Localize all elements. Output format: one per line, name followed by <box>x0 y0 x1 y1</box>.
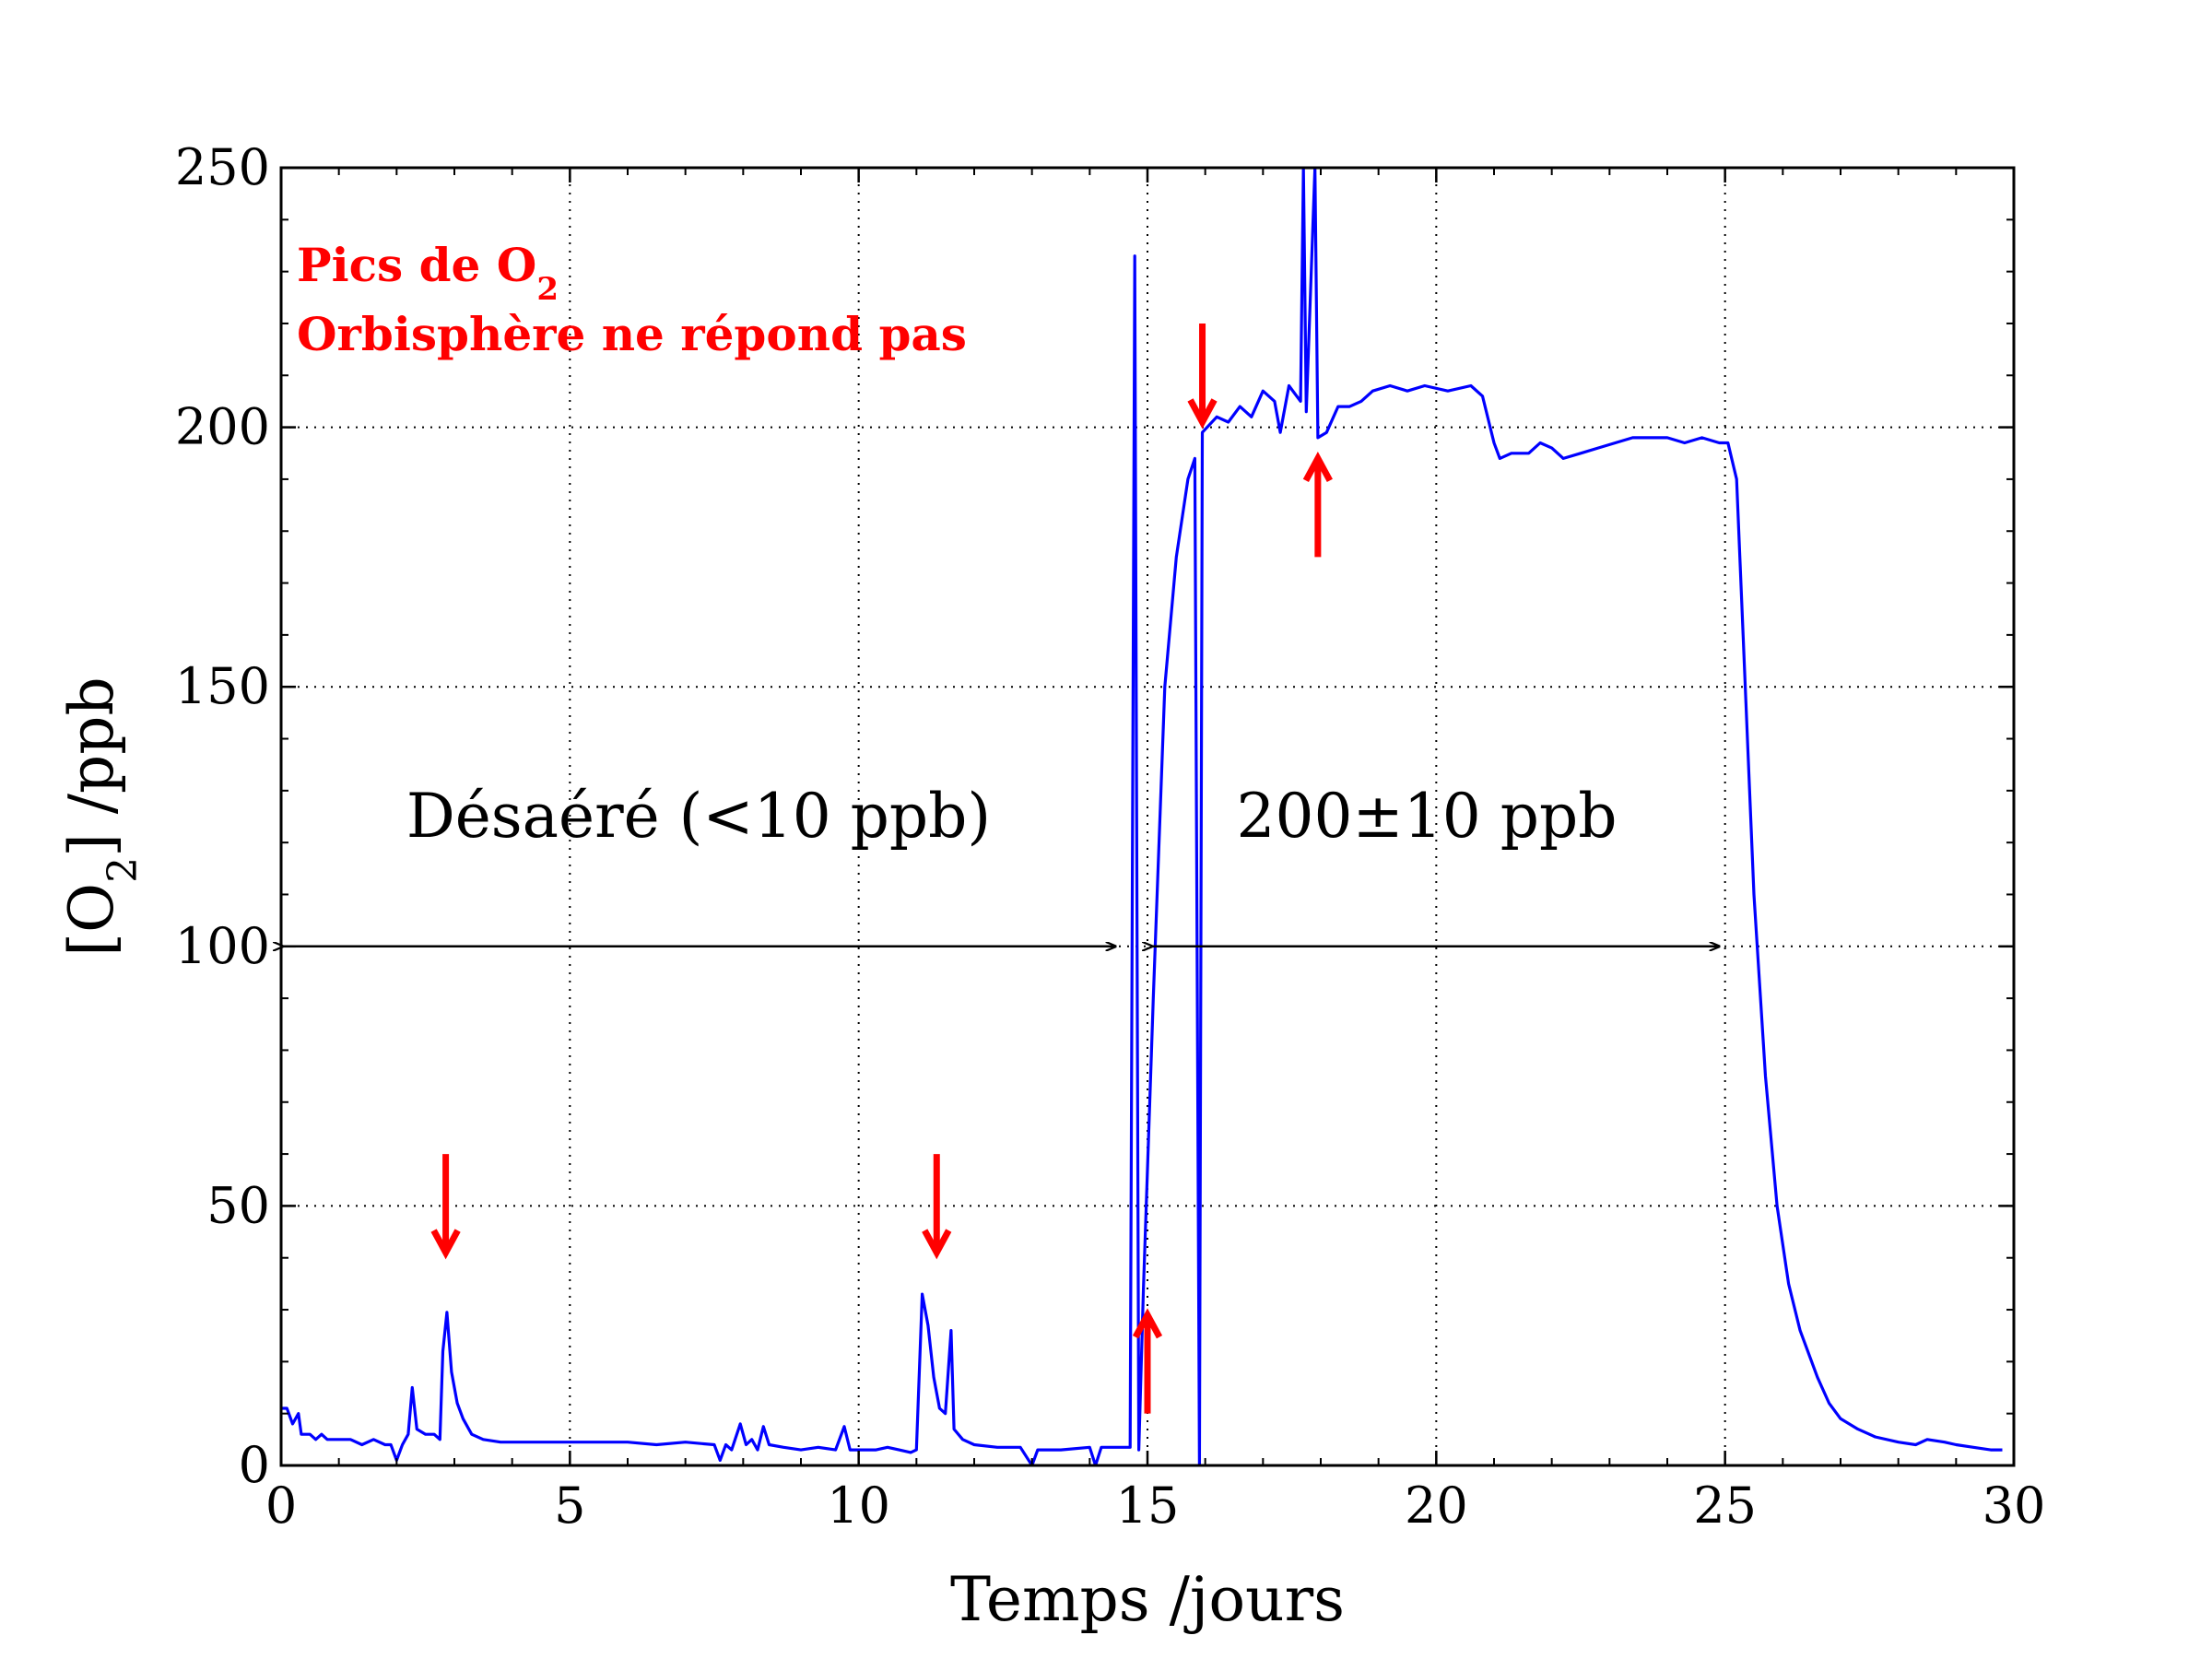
red-arrow <box>430 1154 461 1260</box>
y-tick-label: 150 <box>175 657 270 715</box>
red-arrow-head <box>430 1229 461 1260</box>
x-tick-label: 0 <box>265 1477 297 1535</box>
grid-lines <box>281 168 2014 1465</box>
y-tick-label: 250 <box>175 138 270 196</box>
x-axis-label: Temps /jours <box>950 1564 1345 1635</box>
red-arrow <box>1302 452 1333 558</box>
y-tick-label: 50 <box>206 1176 270 1234</box>
red-arrow <box>1187 323 1218 429</box>
data-series <box>281 168 2003 1465</box>
x-tick-label: 10 <box>827 1477 890 1535</box>
axis-ticks: 0 5 10 15 20 25 30 0 50 100 150 200 250 <box>175 138 2045 1535</box>
y-tick-label: 200 <box>175 398 270 456</box>
annotation-o2-peaks: Pics de O2 <box>297 238 559 308</box>
x-tick-label: 25 <box>1693 1477 1757 1535</box>
red-arrow <box>1132 1308 1163 1414</box>
annotation-200ppb: 200±10 ppb <box>1237 781 1618 852</box>
y-tick-label: 0 <box>239 1436 270 1494</box>
y-axis-label: [O2] /ppb <box>56 677 147 957</box>
series-line <box>281 168 2003 1465</box>
annotation-arrows <box>283 323 1719 1414</box>
x-tick-label: 20 <box>1405 1477 1468 1535</box>
red-arrow-head <box>1302 452 1333 483</box>
annotation-deaerated: Désaéré (<10 ppb) <box>406 781 991 852</box>
red-arrow-head <box>922 1229 952 1260</box>
x-tick-label: 30 <box>1983 1477 2046 1535</box>
x-tick-label: 15 <box>1116 1477 1180 1535</box>
y-tick-label: 100 <box>175 917 270 975</box>
red-arrow-head <box>1132 1308 1163 1339</box>
annotation-orbisphere: Orbisphère ne répond pas <box>297 307 967 361</box>
red-arrow <box>922 1154 952 1260</box>
x-tick-label: 5 <box>554 1477 585 1535</box>
red-arrow-head <box>1187 398 1218 429</box>
